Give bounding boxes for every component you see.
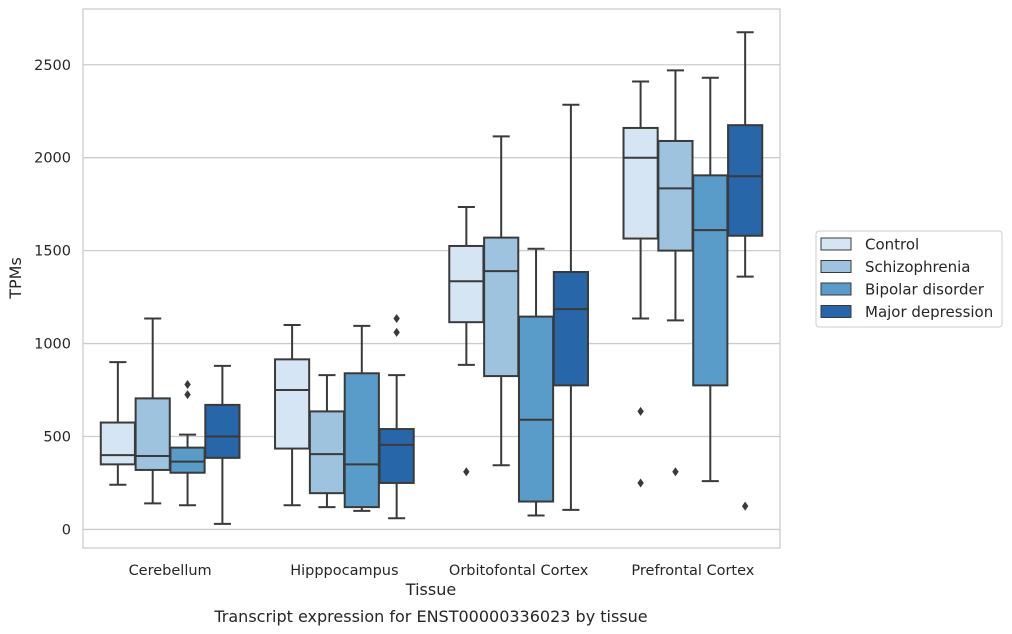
- legend-swatch: [820, 282, 852, 296]
- y-tick-label: 1000: [34, 337, 71, 353]
- outlier-point: [637, 478, 644, 488]
- box-body: [622, 126, 659, 240]
- box-body: [727, 124, 764, 237]
- x-tick-label: Hipppocampus: [290, 563, 398, 579]
- y-axis-title: TPMs: [6, 257, 25, 300]
- box-schizophrenia: [657, 69, 694, 477]
- y-tick-label: 1500: [34, 244, 71, 260]
- box-major-depression: [727, 31, 764, 511]
- box-body: [552, 270, 589, 387]
- box-schizophrenia: [308, 374, 346, 509]
- box-body: [343, 372, 380, 509]
- y-tick-label: 0: [62, 522, 71, 538]
- legend-label: Major depression: [865, 303, 993, 321]
- legend-label: Control: [865, 236, 919, 254]
- box-body: [448, 244, 485, 324]
- chart-caption: Transcript expression for ENST0000033602…: [213, 607, 647, 626]
- box-bipolar-disorder: [692, 76, 729, 483]
- grid-lines: [83, 64, 780, 531]
- legend-swatch: [820, 305, 852, 318]
- x-tick-label: Cerebellum: [129, 563, 212, 579]
- outlier-point: [184, 390, 191, 400]
- box-bipolar-disorder: [343, 324, 380, 512]
- x-tick-label: Prefrontal Cortex: [631, 563, 754, 579]
- legend-swatch: [820, 237, 852, 251]
- box-body: [204, 403, 241, 459]
- legend-frame: [815, 230, 1003, 328]
- box-bipolar-disorder: [517, 247, 555, 517]
- outlier-point: [184, 379, 191, 389]
- box-body: [378, 428, 415, 484]
- plot-frame: [82, 8, 781, 549]
- box-control: [274, 323, 311, 507]
- outlier-point: [393, 313, 400, 323]
- outlier-point: [463, 467, 470, 477]
- outlier-point: [637, 406, 644, 416]
- box-body: [517, 315, 555, 503]
- box-schizophrenia: [134, 317, 171, 505]
- legend-label: Schizophrenia: [865, 258, 970, 276]
- box-body: [134, 397, 171, 471]
- x-tick-labels: Cerebellum Hipppocampus Orbitofontal Corte…: [129, 563, 755, 579]
- box-body: [692, 174, 729, 387]
- legend: Control Schizophrenia Bipolar disorder Majo…: [815, 230, 1003, 328]
- x-tick-label: Orbitofontal Cortex: [449, 563, 589, 579]
- y-tick-label: 500: [43, 429, 71, 445]
- y-tick-labels: 0 500 1000 1500 2000 2500: [34, 58, 71, 539]
- legend-swatch: [820, 260, 852, 273]
- y-tick-label: 2500: [34, 58, 71, 74]
- boxes: [99, 31, 764, 525]
- box-control: [99, 361, 136, 486]
- outlier-point: [672, 467, 679, 477]
- outlier-point: [741, 501, 749, 511]
- box-body: [483, 236, 520, 378]
- box-body: [657, 139, 694, 252]
- box-body: [169, 446, 206, 474]
- box-body: [99, 421, 136, 466]
- box-body: [274, 358, 311, 450]
- box-major-depression: [552, 103, 589, 511]
- outlier-point: [393, 327, 400, 337]
- box-control: [448, 205, 485, 477]
- box-major-depression: [204, 364, 241, 525]
- box-bipolar-disorder: [169, 379, 206, 507]
- y-tick-label: 2000: [34, 151, 71, 167]
- legend-label: Bipolar disorder: [865, 281, 985, 299]
- box-control: [622, 80, 659, 488]
- box-body: [308, 410, 346, 495]
- box-major-depression: [378, 313, 415, 520]
- x-axis-title: Tissue: [405, 580, 456, 599]
- box-schizophrenia: [483, 135, 520, 467]
